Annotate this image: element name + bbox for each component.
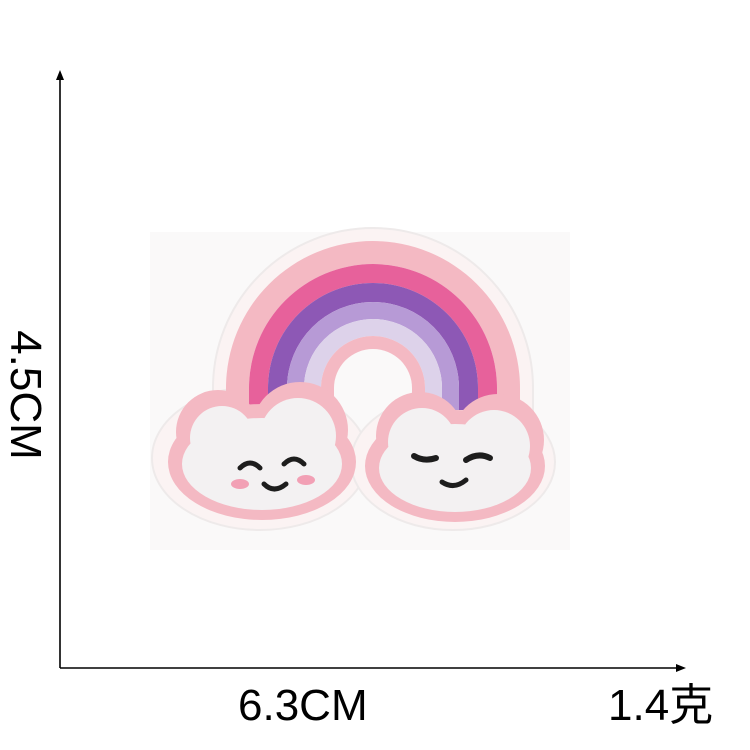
- right-cloud-face: [411, 452, 493, 488]
- band-hot-pink: [249, 264, 497, 410]
- band-lavender: [287, 302, 459, 410]
- band-pale-lilac: [304, 319, 442, 410]
- right-cloud: [365, 392, 545, 522]
- horizontal-arrowhead-icon: [676, 664, 686, 672]
- width-label: 6.3CM: [238, 681, 368, 730]
- smile-icon: [261, 481, 289, 492]
- left-cloud-face: [231, 456, 315, 492]
- band-outer-pink: [226, 241, 520, 410]
- right-eye-icon: [463, 452, 493, 463]
- band-dark-purple: [268, 283, 478, 410]
- right-eye-icon: [411, 453, 439, 463]
- weight-label: 1.4克: [608, 681, 714, 730]
- rainbow-patch: [151, 227, 556, 531]
- cheek-icon: [231, 479, 249, 489]
- left-eye-icon: [281, 456, 307, 467]
- vertical-arrowhead-icon: [56, 70, 64, 80]
- left-cloud: [168, 382, 356, 520]
- height-label: 4.5CM: [1, 330, 50, 460]
- smile-icon: [439, 477, 469, 488]
- left-eye-icon: [237, 460, 263, 471]
- band-inner-pink: [321, 336, 425, 410]
- cheek-icon: [297, 475, 315, 485]
